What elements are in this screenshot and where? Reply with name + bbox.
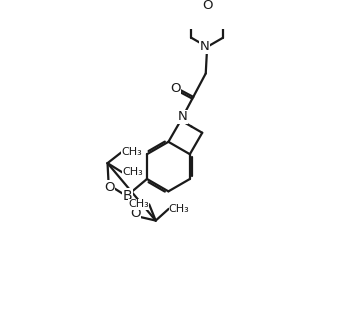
Text: O: O xyxy=(130,207,141,220)
Text: B: B xyxy=(123,189,132,203)
Text: O: O xyxy=(202,0,212,12)
Text: CH₃: CH₃ xyxy=(128,199,149,209)
Text: N: N xyxy=(200,40,210,53)
Text: CH₃: CH₃ xyxy=(169,204,190,214)
Text: O: O xyxy=(170,82,181,96)
Text: N: N xyxy=(177,110,187,123)
Text: CH₃: CH₃ xyxy=(121,147,142,157)
Text: O: O xyxy=(104,181,115,194)
Text: CH₃: CH₃ xyxy=(122,167,143,177)
